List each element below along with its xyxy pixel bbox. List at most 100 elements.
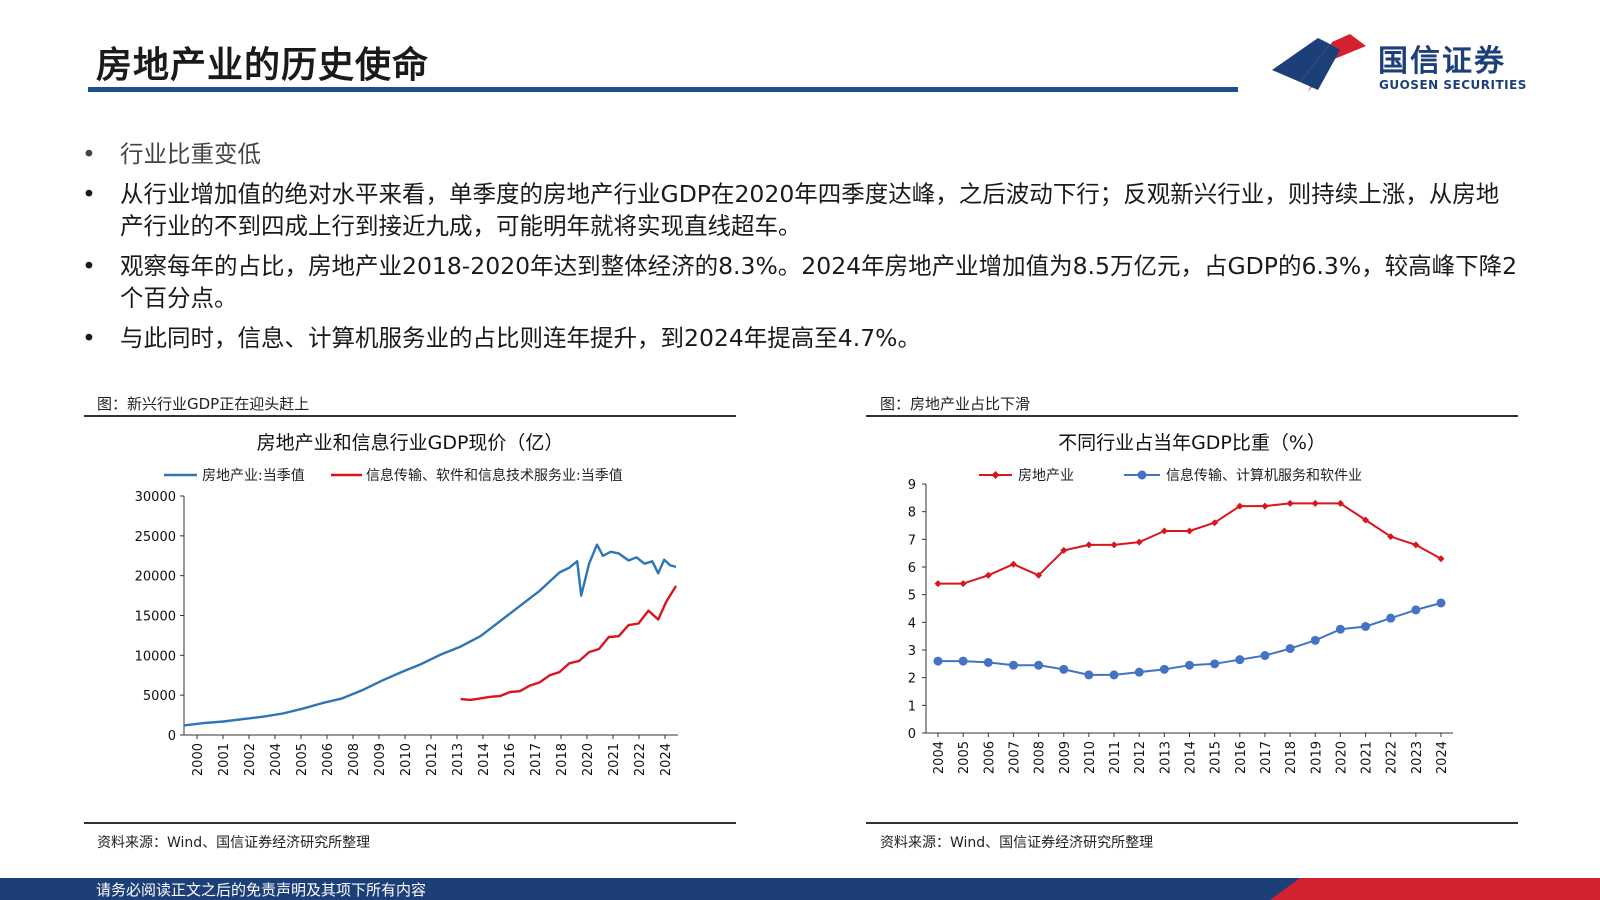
bullet-dot: • xyxy=(82,140,96,168)
y-tick-label: 9 xyxy=(908,478,916,493)
chart-real-estate-vs-it-gdp: 房地产业和信息行业GDP现价（亿） 房地产业:当季值 信息传输、软件和信息技术服务业… xyxy=(135,432,678,776)
x-tick-label: 2024 xyxy=(1435,741,1450,774)
data-point-real-estate xyxy=(1186,527,1193,535)
bullet-item: • 观察每年的占比，房地产业2018-2020年达到整体经济的8.3%。2024… xyxy=(78,250,1518,314)
x-tick-label: 2018 xyxy=(1284,741,1299,774)
figure-2-top-rule xyxy=(866,415,1518,417)
x-tick-label: 2010 xyxy=(399,743,414,776)
x-tick-label: 2016 xyxy=(1234,741,1249,774)
chart-title: 不同行业占当年GDP比重（%） xyxy=(1058,432,1326,454)
x-tick-label: 2009 xyxy=(373,743,388,776)
data-point-real-estate xyxy=(1035,571,1043,579)
x-tick-label: 2022 xyxy=(1385,741,1400,774)
x-tick-label: 2012 xyxy=(1133,741,1148,774)
x-tick-label: 2008 xyxy=(1033,741,1048,774)
data-point-it xyxy=(933,656,943,666)
bullet-dot: • xyxy=(82,324,96,352)
x-tick-label: 2004 xyxy=(269,743,284,776)
y-tick-label: 10000 xyxy=(135,649,176,664)
x-tick-label: 2018 xyxy=(555,743,570,776)
y-tick-label: 3 xyxy=(908,644,916,659)
x-tick-label: 2022 xyxy=(633,743,648,776)
title-underline xyxy=(88,87,1238,92)
data-point-real-estate xyxy=(1135,538,1143,546)
bullet-item: • 与此同时，信息、计算机服务业的占比则连年提升，到2024年提高至4.7%。 xyxy=(78,322,1518,354)
data-point-it xyxy=(983,657,993,667)
y-tick-label: 4 xyxy=(908,616,916,631)
data-point-it xyxy=(1008,660,1018,670)
data-point-real-estate xyxy=(1060,546,1068,554)
data-point-it xyxy=(1034,660,1044,670)
y-tick-label: 7 xyxy=(908,533,916,548)
bullet-list: • 行业比重变低 • 从行业增加值的绝对水平来看，单季度的房地产行业GDP在20… xyxy=(78,138,1518,362)
data-point-real-estate xyxy=(1362,516,1370,524)
data-point-it xyxy=(1134,667,1144,677)
y-tick-label: 20000 xyxy=(135,570,176,585)
figure-2-caption: 图：房地产业占比下滑 xyxy=(880,395,1031,413)
bullet-item: • 行业比重变低 xyxy=(78,138,1518,170)
data-point-real-estate xyxy=(1085,541,1093,549)
x-tick-label: 2006 xyxy=(982,741,997,774)
y-tick-label: 2 xyxy=(908,672,916,687)
data-point-real-estate xyxy=(984,571,992,579)
chart-title: 房地产业和信息行业GDP现价（亿） xyxy=(257,432,564,454)
chart-industry-gdp-share: 不同行业占当年GDP比重（%） 房地产业 信息传输、计算机服务和软件业 0 1 2 3 4 5 6… xyxy=(908,432,1453,774)
y-tick-label: 5000 xyxy=(143,689,176,704)
x-tick-label: 2011 xyxy=(1108,741,1123,774)
x-tick-label: 2001 xyxy=(217,743,232,776)
guosen-emblem-icon xyxy=(1272,34,1366,92)
data-point-real-estate xyxy=(1387,533,1395,541)
bullet-item: • 从行业增加值的绝对水平来看，单季度的房地产行业GDP在2020年四季度达峰，… xyxy=(78,178,1518,242)
bullet-text: 从行业增加值的绝对水平来看，单季度的房地产行业GDP在2020年四季度达峰，之后… xyxy=(120,180,1500,240)
legend-label-real-estate: 房地产业 xyxy=(1018,468,1074,484)
data-point-real-estate xyxy=(1211,519,1219,527)
x-tick-label: 2019 xyxy=(1309,741,1324,774)
legend-label-it: 信息传输、计算机服务和软件业 xyxy=(1166,467,1362,484)
x-tick-label: 2023 xyxy=(1410,741,1425,774)
bullet-text: 行业比重变低 xyxy=(120,140,261,168)
x-tick-label: 2002 xyxy=(243,743,258,776)
figure-1-source: 资料来源：Wind、国信证券经济研究所整理 xyxy=(97,835,371,851)
data-point-it xyxy=(958,656,968,666)
data-point-real-estate xyxy=(1009,560,1017,568)
y-tick-label: 30000 xyxy=(135,490,176,505)
x-tick-label: 2000 xyxy=(191,743,206,776)
data-point-real-estate xyxy=(1412,541,1420,549)
data-point-real-estate xyxy=(1336,499,1344,507)
footer-red-accent xyxy=(1270,878,1600,900)
x-tick-label: 2006 xyxy=(321,743,336,776)
x-tick-label: 2024 xyxy=(659,743,674,776)
legend-marker-real-estate xyxy=(991,471,1000,479)
y-tick-label: 1 xyxy=(908,699,916,714)
data-point-it xyxy=(1436,598,1446,608)
data-point-it xyxy=(1285,644,1295,654)
data-point-it xyxy=(1386,613,1396,623)
y-tick-label: 25000 xyxy=(135,530,176,545)
x-tick-label: 2020 xyxy=(581,743,596,776)
data-point-real-estate xyxy=(934,580,942,588)
x-tick-label: 2013 xyxy=(1158,741,1173,774)
x-tick-label: 2012 xyxy=(425,743,440,776)
x-tick-label: 2007 xyxy=(1007,741,1022,774)
footer-bar xyxy=(0,878,1600,900)
data-point-real-estate xyxy=(1261,502,1269,510)
data-point-real-estate xyxy=(1286,499,1294,507)
x-tick-label: 2013 xyxy=(451,743,466,776)
series-line-real-estate xyxy=(183,543,677,727)
y-tick-label: 0 xyxy=(908,727,916,742)
data-point-it xyxy=(1235,655,1245,665)
x-tick-label: 2016 xyxy=(503,743,518,776)
data-point-it xyxy=(1185,660,1194,670)
y-tick-label: 6 xyxy=(908,561,916,576)
page-title: 房地产业的历史使命 xyxy=(96,45,430,86)
bullet-dot: • xyxy=(82,180,96,208)
x-tick-label: 2005 xyxy=(295,743,310,776)
series-line-real-estate xyxy=(938,502,1442,585)
x-tick-label: 2009 xyxy=(1058,741,1073,774)
legend-label-real-estate: 房地产业:当季值 xyxy=(202,468,305,484)
y-tick-label: 15000 xyxy=(135,610,176,625)
data-point-it xyxy=(1260,651,1270,661)
data-point-it xyxy=(1361,621,1371,631)
data-point-real-estate xyxy=(1236,502,1244,510)
x-tick-label: 2010 xyxy=(1083,741,1098,774)
